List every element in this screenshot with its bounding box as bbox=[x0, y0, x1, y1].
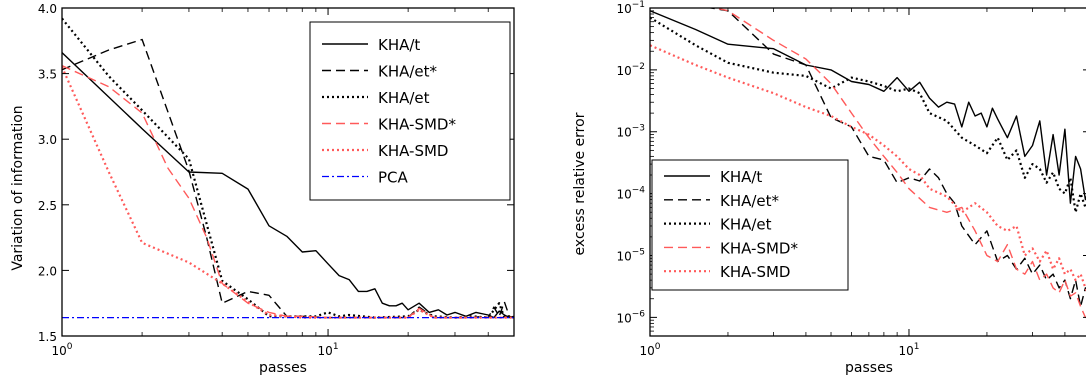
legend-box bbox=[309, 21, 511, 201]
x-axis-label: passes bbox=[259, 360, 307, 376]
y-tick-label: 10−2 bbox=[616, 62, 645, 78]
series-line-kha-smd- bbox=[713, 8, 1086, 319]
chart-excess-relative-error: excess relative error passes 100 101 10−6 1… bbox=[572, 0, 1086, 376]
legend-label: KHA-SMD* bbox=[378, 116, 456, 134]
y-tick-label: 10−6 bbox=[616, 309, 645, 325]
legend-label: PCA bbox=[378, 169, 409, 187]
legend-label: KHA-SMD* bbox=[720, 239, 798, 257]
series-line-kha-t bbox=[650, 10, 1086, 204]
x-tick-label: 101 bbox=[898, 342, 919, 358]
legend: KHA/t KHA/et* KHA/et KHA-SMD* KHA-SMD bbox=[651, 159, 849, 291]
series-line-kha-et- bbox=[62, 38, 514, 319]
series-line-kha-t bbox=[62, 52, 514, 319]
x-axis-label: passes bbox=[845, 360, 893, 376]
legend-label: KHA/et bbox=[378, 89, 430, 107]
legend-box bbox=[651, 159, 849, 291]
axes-frame bbox=[61, 7, 515, 337]
y-axis-label: Variation of information bbox=[10, 105, 26, 270]
series-line-kha-et bbox=[62, 17, 514, 319]
legend-label: KHA/t bbox=[378, 36, 420, 54]
y-tick-label: 10−5 bbox=[616, 247, 645, 263]
chart-variation-of-information: Variation of information passes 100 101 1.… bbox=[10, 2, 515, 376]
legend-label: KHA/t bbox=[720, 168, 762, 186]
y-tick-label: 4.0 bbox=[38, 2, 57, 16]
legend-label: KHA-SMD bbox=[720, 263, 790, 281]
y-tick-label: 3.5 bbox=[38, 68, 57, 82]
x-tick-label: 100 bbox=[51, 342, 72, 358]
y-tick-label: 10−3 bbox=[616, 124, 645, 140]
y-tick-label: 2.5 bbox=[38, 199, 57, 213]
series-group bbox=[650, 8, 1086, 319]
y-tick-label: 2.0 bbox=[38, 264, 57, 278]
y-axis-label: excess relative error bbox=[572, 112, 588, 255]
series-line-kha-et bbox=[650, 16, 1086, 214]
legend: KHA/t KHA/et* KHA/et KHA-SMD* KHA-SMD PCA bbox=[309, 21, 511, 201]
x-tick-label: 101 bbox=[318, 342, 339, 358]
series-line-kha-smd- bbox=[62, 65, 514, 319]
axes-frame bbox=[649, 7, 1086, 337]
legend-label: KHA-SMD bbox=[378, 142, 448, 160]
x-tick-label: 100 bbox=[639, 342, 660, 358]
legend-label: KHA/et* bbox=[378, 63, 438, 81]
legend-label: KHA/et* bbox=[720, 192, 780, 210]
y-tick-label: 10−1 bbox=[616, 0, 645, 16]
series-group bbox=[62, 17, 514, 319]
y-tick-label: 1.5 bbox=[38, 330, 57, 344]
legend-label: KHA/et bbox=[720, 216, 772, 234]
y-tick-label: 3.0 bbox=[38, 133, 57, 147]
y-tick-label: 10−4 bbox=[616, 186, 645, 202]
